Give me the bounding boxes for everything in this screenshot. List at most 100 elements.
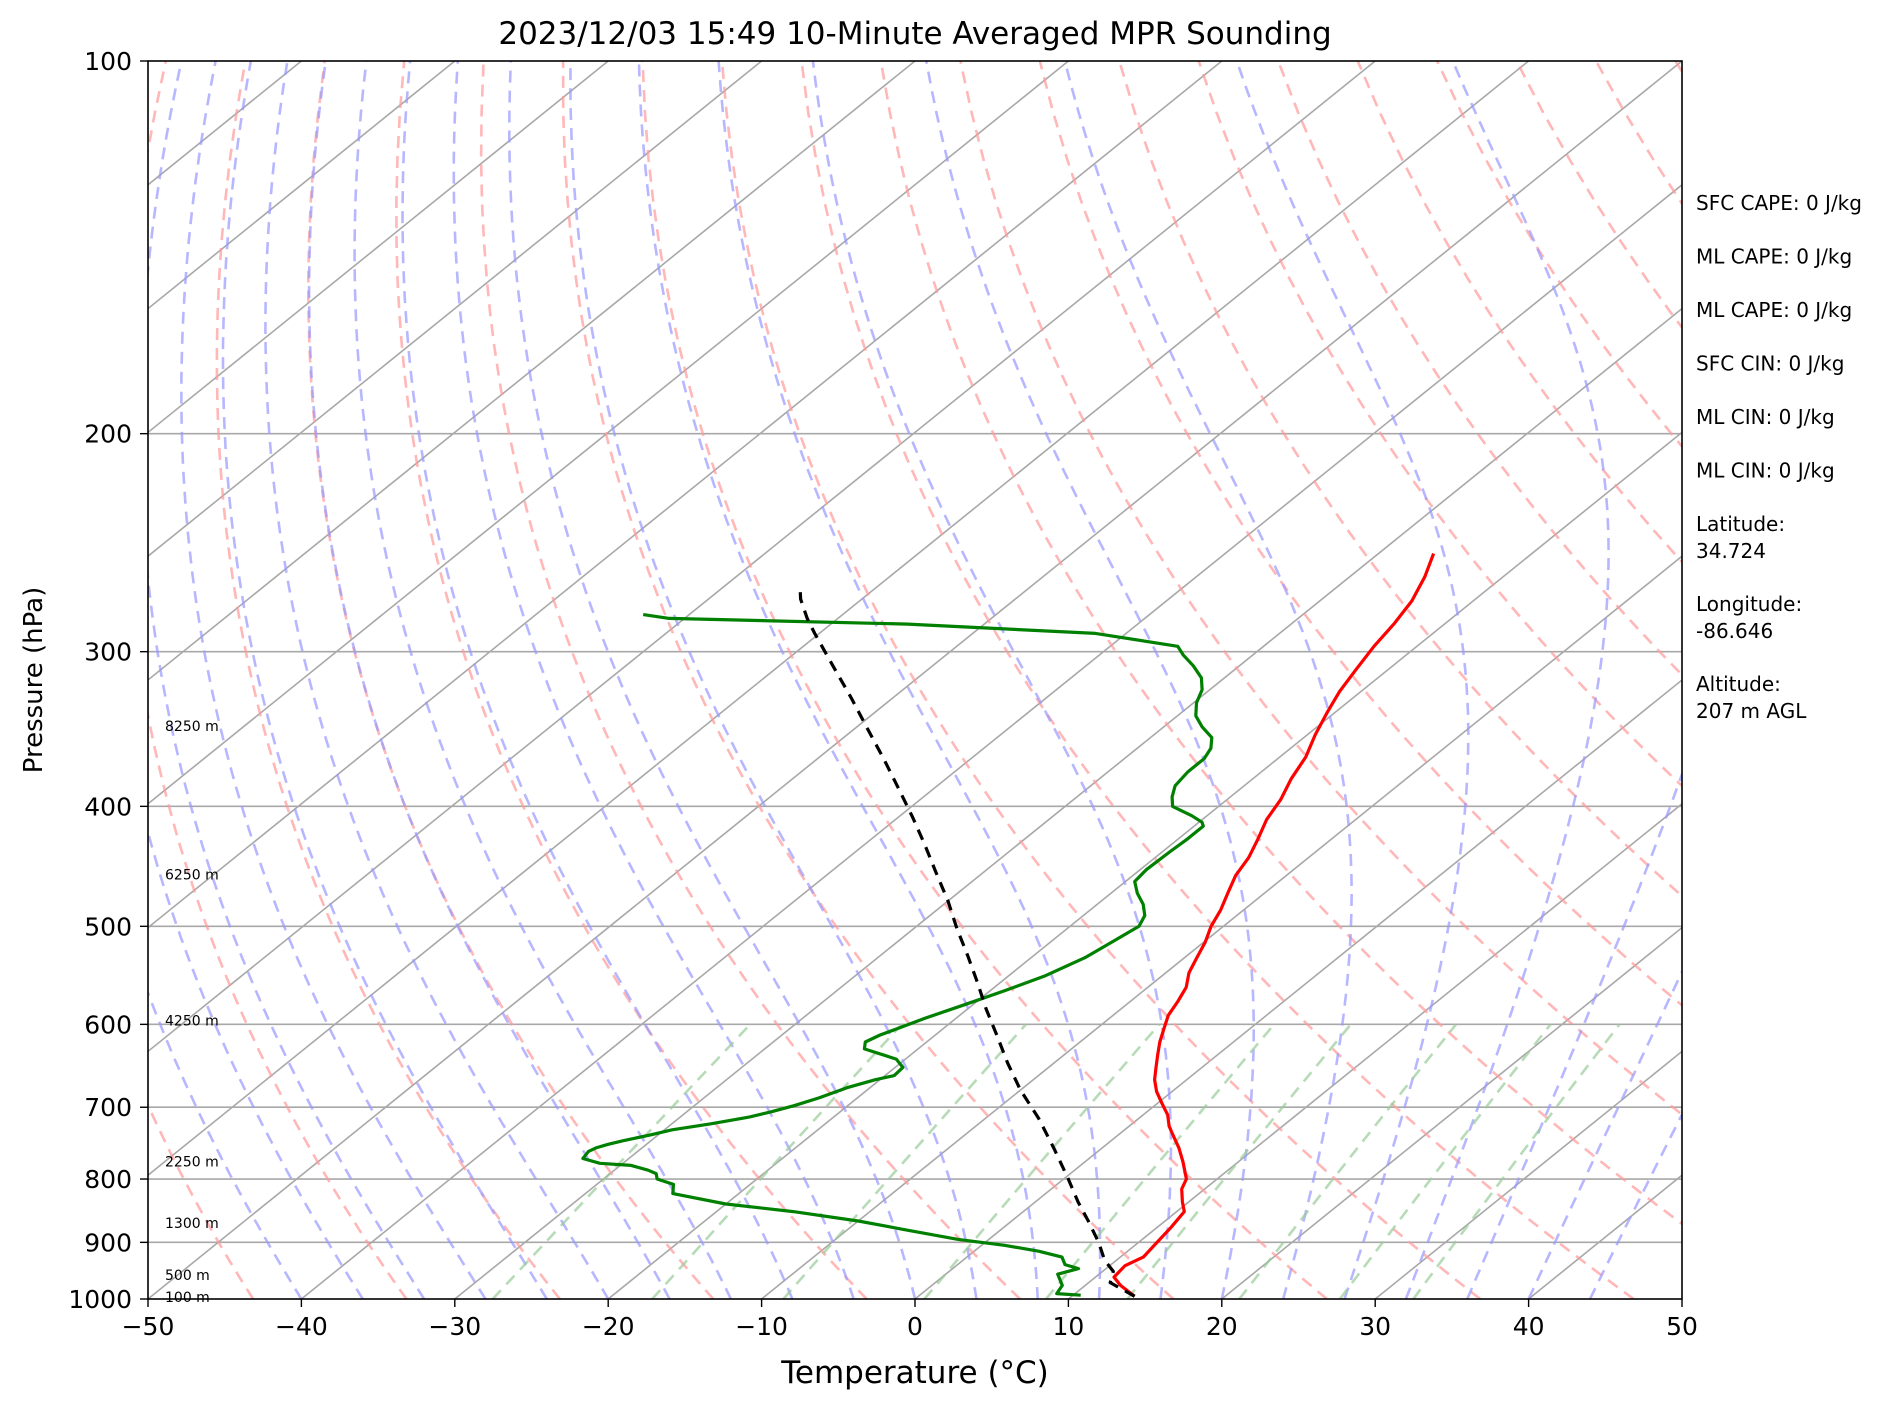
height-label: 1300 m <box>165 1216 219 1232</box>
x-axis: −50 −40 −30 −20 −10 0 10 20 30 40 50 <box>122 1299 1698 1341</box>
x-tick-label: 30 <box>1359 1312 1391 1341</box>
dewpoint-line <box>581 613 1214 1297</box>
moist-adiabat-line <box>569 61 978 1299</box>
data-lines <box>581 553 1436 1298</box>
mixing-ratio-line <box>491 1023 752 1299</box>
mixing-ratio-line <box>651 1023 903 1299</box>
moist-adiabat-line <box>452 61 855 1299</box>
y-axis: 1000 900 800 700 600 500 400 300 200 100 <box>68 47 148 1314</box>
isotherm-line <box>607 431 1682 1299</box>
dry-adiabat-line <box>1038 61 1682 1007</box>
x-tick-label: −30 <box>428 1312 481 1341</box>
x-tick-label: −10 <box>735 1312 788 1341</box>
x-tick-label: 0 <box>907 1312 923 1341</box>
annotation-text: SFC CIN: 0 J/kg <box>1696 352 1844 376</box>
isotherm-line <box>454 307 1682 1299</box>
mixing-ratio-line <box>1045 1023 1276 1299</box>
moist-adiabat-line <box>401 61 794 1299</box>
y-tick-label: 100 <box>84 47 132 76</box>
isotherm-line <box>148 61 1530 1177</box>
moist-adiabat-line <box>353 61 733 1299</box>
isotherm-line <box>761 555 1682 1299</box>
annotation-text: Longitude: <box>1696 592 1802 616</box>
isotherm-line <box>148 61 916 682</box>
x-axis-label: Temperature (°C) <box>780 1355 1049 1391</box>
moist-adiabat-line <box>148 61 426 1299</box>
x-tick-label: −20 <box>582 1312 635 1341</box>
moist-adiabat-line <box>1235 61 1470 1299</box>
mixing-ratio-line <box>1338 1023 1552 1299</box>
mixing-ratio-line <box>1126 1023 1352 1299</box>
moist-adiabat-line <box>925 61 1255 1299</box>
moist-adiabat-line <box>507 61 917 1299</box>
mixing-ratio-line <box>782 1023 1027 1299</box>
annotation-text: ML CAPE: 0 J/kg <box>1696 245 1852 269</box>
moist-adiabat-line <box>1466 770 1682 1299</box>
dry-adiabat-line <box>1276 61 1682 677</box>
moist-adiabat-line <box>148 989 303 1299</box>
annotation-text: -86.646 <box>1696 619 1773 643</box>
dry-adiabat-line <box>959 61 1682 1117</box>
y-tick-label: 200 <box>84 420 132 449</box>
height-label: 2250 m <box>165 1155 219 1171</box>
x-tick-label: 50 <box>1666 1312 1698 1341</box>
y-axis-label: Pressure (hPa) <box>19 587 49 774</box>
dry-adiabat-line <box>1118 61 1682 898</box>
moist-adiabat-line <box>1063 61 1353 1299</box>
annotation-text: 207 m AGL <box>1696 699 1807 723</box>
moist-adiabat-line <box>264 61 610 1299</box>
background-lines <box>148 61 1682 1299</box>
dry-adiabat-line <box>1197 61 1682 788</box>
moist-adiabat-line <box>180 61 487 1299</box>
dry-adiabat-line <box>479 61 1022 1299</box>
isotherm-line <box>148 61 1376 1053</box>
dry-adiabat-line <box>148 1102 255 1299</box>
parcel-path-line <box>798 586 1136 1298</box>
mixing-ratio-line <box>1412 1023 1621 1299</box>
isotherm-line <box>300 183 1682 1299</box>
temperature-line <box>1112 553 1436 1298</box>
x-tick-label: 40 <box>1513 1312 1545 1341</box>
moist-adiabat-line <box>307 61 671 1299</box>
annotation-text: SFC CAPE: 0 J/kg <box>1696 191 1862 215</box>
dry-adiabat-line <box>720 61 1482 1299</box>
dry-adiabat-line <box>148 61 408 1299</box>
moist-adiabat-line <box>1404 61 1610 1299</box>
y-tick-label: 700 <box>84 1093 132 1122</box>
isotherm-line <box>1374 1050 1682 1299</box>
height-label: 8250 m <box>165 719 219 735</box>
y-tick-label: 300 <box>84 638 132 667</box>
x-tick-label: −50 <box>122 1312 175 1341</box>
y-tick-label: 500 <box>84 912 132 941</box>
annotation-text: Altitude: <box>1696 672 1781 696</box>
dry-adiabat-line <box>879 61 1682 1226</box>
isotherm-line <box>148 61 609 434</box>
y-tick-label: 600 <box>84 1010 132 1039</box>
chart-title: 2023/12/03 15:49 10-Minute Averaged MPR … <box>498 16 1331 52</box>
x-tick-label: 10 <box>1052 1312 1084 1341</box>
moist-adiabat-line <box>148 61 364 1299</box>
x-tick-label: 20 <box>1206 1312 1238 1341</box>
dry-adiabat-line <box>800 61 1635 1299</box>
moist-adiabat-line <box>717 61 1102 1299</box>
isotherm-line <box>148 61 1069 805</box>
isotherm-line <box>148 61 763 558</box>
x-tick-label: −40 <box>275 1312 328 1341</box>
y-tick-label: 400 <box>84 792 132 821</box>
isotherm-line <box>148 61 1223 929</box>
moist-adiabat-line <box>811 61 1173 1299</box>
dry-adiabat-line <box>561 61 1175 1299</box>
dry-adiabat-line <box>306 61 715 1299</box>
isotherm-line <box>914 678 1682 1299</box>
y-tick-label: 800 <box>84 1165 132 1194</box>
moist-adiabat-line <box>221 61 548 1299</box>
isotherm-line <box>1221 926 1682 1299</box>
annotations-panel: SFC CAPE: 0 J/kg ML CAPE: 0 J/kg ML CAPE: … <box>1696 191 1862 723</box>
y-tick-label: 1000 <box>68 1285 132 1314</box>
annotation-text: ML CAPE: 0 J/kg <box>1696 298 1852 322</box>
height-label: 500 m <box>165 1268 210 1284</box>
dry-adiabat-line <box>395 61 868 1299</box>
y-tick-label: 900 <box>84 1228 132 1257</box>
height-label: 6250 m <box>165 868 219 884</box>
